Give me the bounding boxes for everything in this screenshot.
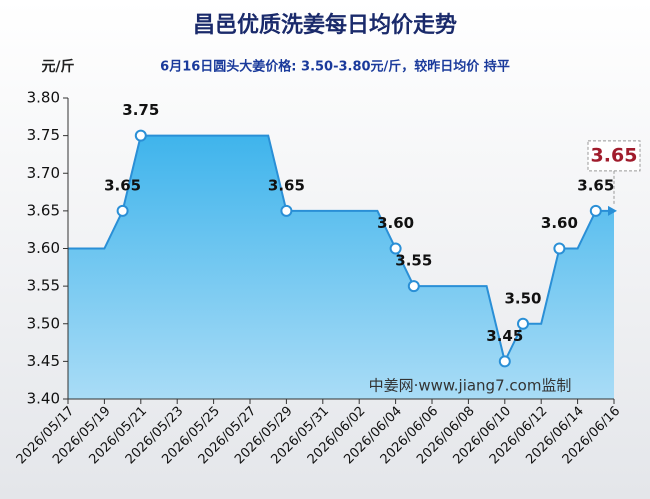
y-tick-label: 3.45 <box>27 352 60 370</box>
marker <box>553 242 566 255</box>
marker <box>498 355 511 368</box>
marker <box>407 280 420 293</box>
marker <box>280 204 293 217</box>
end-arrow <box>608 205 617 216</box>
value-label: 3.75 <box>122 101 159 119</box>
marker <box>589 204 602 217</box>
value-label: 3.50 <box>504 289 541 307</box>
chart-title: 昌邑优质洗姜每日均价走势 <box>193 12 457 38</box>
marker <box>517 317 529 330</box>
last-value-label: 3.65 <box>591 144 638 166</box>
value-label: 3.45 <box>486 327 523 345</box>
y-tick-label: 3.75 <box>27 126 60 144</box>
marker <box>116 204 129 217</box>
marker <box>134 129 147 142</box>
y-tick-label: 3.65 <box>27 201 60 219</box>
y-tick-label: 3.70 <box>27 164 60 182</box>
y-axis-unit: 元/斤 <box>41 58 74 75</box>
area <box>68 135 614 399</box>
value-label: 3.65 <box>577 176 614 194</box>
watermark: 中姜网·www.jiang7.com监制 <box>369 377 572 395</box>
value-label: 3.65 <box>104 176 141 194</box>
value-label: 3.65 <box>268 176 305 194</box>
y-tick-label: 3.40 <box>27 390 60 408</box>
value-label: 3.60 <box>377 214 414 232</box>
y-tick-label: 3.55 <box>27 277 60 295</box>
marker <box>389 242 402 255</box>
y-tick-label: 3.60 <box>27 239 60 257</box>
subtitle: 6月16日圆头大姜价格: 3.50-3.80元/斤，较昨日均价 持平 <box>160 59 510 75</box>
y-tick-label: 3.50 <box>27 314 60 332</box>
value-label: 3.60 <box>541 214 578 232</box>
y-tick-label: 3.80 <box>27 89 60 107</box>
value-label: 3.55 <box>395 252 432 270</box>
